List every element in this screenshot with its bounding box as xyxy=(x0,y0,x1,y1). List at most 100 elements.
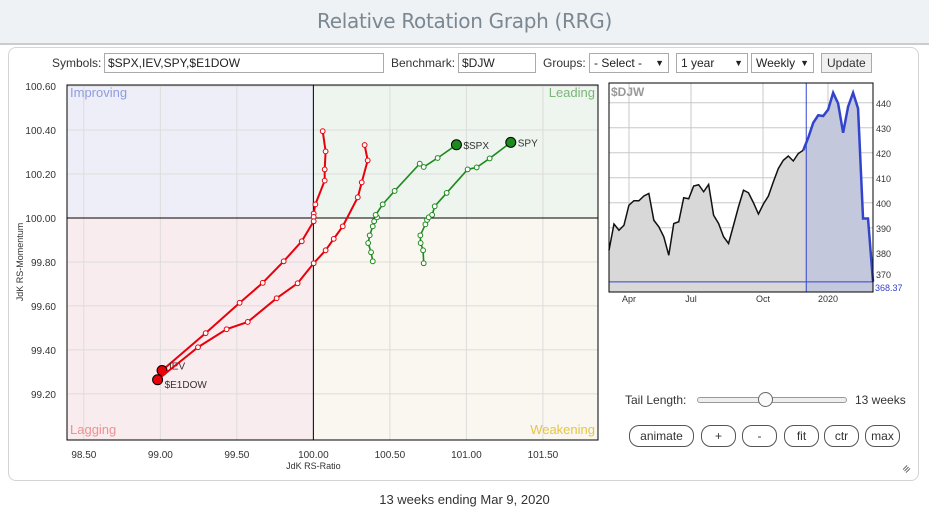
tail-point xyxy=(322,148,329,155)
tail-point xyxy=(372,212,379,218)
series-label: $E1DOW xyxy=(165,380,208,391)
tail-point xyxy=(417,232,424,239)
x-tick-label: 101.50 xyxy=(528,450,559,461)
series-e1dow: $E1DOW xyxy=(152,142,371,391)
frequency-select[interactable]: Weekly ▼ xyxy=(751,53,814,73)
benchmark-title: $DJW xyxy=(611,85,645,99)
tail-point xyxy=(420,260,427,267)
tail-point xyxy=(244,319,251,325)
title-bar: Relative Rotation Graph (RRG) xyxy=(0,0,929,45)
benchmark-x-tick: Oct xyxy=(756,294,771,304)
x-tick-label: 98.50 xyxy=(71,450,96,461)
tail-point xyxy=(420,164,427,170)
center-button[interactable]: ctr xyxy=(824,425,859,447)
tail-point xyxy=(473,164,480,171)
y-tick-label: 99.60 xyxy=(31,302,56,313)
head-point xyxy=(450,139,462,151)
animate-button[interactable]: animate xyxy=(629,425,694,447)
tail-point xyxy=(236,299,243,306)
plot-border xyxy=(66,84,599,441)
benchmark-y-tick: 410 xyxy=(876,174,891,184)
y-tick-label: 99.20 xyxy=(31,390,56,401)
x-tick-label: 101.00 xyxy=(451,450,482,461)
benchmark-plot-border xyxy=(608,82,874,293)
quadrant-lagging xyxy=(67,217,314,440)
tail-point xyxy=(365,240,372,246)
groups-value: - Select - xyxy=(594,56,643,70)
tail-point xyxy=(298,238,305,245)
frequency-value: Weekly xyxy=(756,56,796,70)
period-select[interactable]: 1 year ▼ xyxy=(676,53,748,73)
quadrant-label-weakening: Weakening xyxy=(530,422,595,437)
zoom-in-button[interactable]: + xyxy=(701,425,736,447)
zoom-out-button[interactable]: - xyxy=(742,425,777,447)
tail-point xyxy=(361,142,368,148)
max-button[interactable]: max xyxy=(865,425,900,447)
benchmark-x-tick: Apr xyxy=(622,294,636,304)
tail-point xyxy=(366,232,373,239)
series-label: $SPX xyxy=(463,141,489,152)
tail-point xyxy=(368,249,374,256)
benchmark-price-line xyxy=(608,149,804,256)
benchmark-price-line-highlight xyxy=(802,88,875,282)
y-tick-label: 100.20 xyxy=(25,170,56,181)
tail-point xyxy=(391,188,398,194)
update-button[interactable]: Update xyxy=(821,53,872,73)
tail-point xyxy=(416,160,423,167)
x-tick-label: 100.00 xyxy=(298,450,329,461)
y-tick-label: 100.00 xyxy=(25,214,56,225)
tail-point xyxy=(195,344,201,351)
tail-point xyxy=(371,218,378,225)
benchmark-highlight-area xyxy=(803,92,873,292)
tail-point xyxy=(321,177,328,184)
tail-point xyxy=(259,279,266,286)
y-tick-label: 100.60 xyxy=(25,82,56,93)
tail-point xyxy=(202,330,209,337)
tail-point xyxy=(369,258,376,265)
head-point xyxy=(152,374,164,386)
benchmark-label: Benchmark: xyxy=(391,56,456,70)
x-tick-label: 99.50 xyxy=(224,450,249,461)
tail-length-slider-thumb[interactable] xyxy=(757,392,773,407)
page-title: Relative Rotation Graph (RRG) xyxy=(317,9,612,33)
tail-point xyxy=(434,155,441,161)
tail-point xyxy=(486,155,493,162)
symbols-input[interactable]: $SPX,IEV,SPY,$E1DOW xyxy=(104,53,384,73)
chevron-down-icon: ▼ xyxy=(800,58,809,68)
y-tick-label: 100.40 xyxy=(25,126,56,137)
footer-caption: 13 weeks ending Mar 9, 2020 xyxy=(379,492,550,507)
tail-point xyxy=(319,128,326,135)
groups-select[interactable]: - Select - ▼ xyxy=(589,53,669,73)
benchmark-y-tick: 430 xyxy=(876,124,891,134)
chevron-down-icon: ▼ xyxy=(734,58,743,68)
quadrant-weakening xyxy=(313,217,598,440)
benchmark-y-tick: 380 xyxy=(876,249,891,259)
benchmark-y-tick: 440 xyxy=(876,99,891,109)
tail-point xyxy=(420,247,426,254)
tail-point xyxy=(379,201,386,208)
groups-label: Groups: xyxy=(543,56,586,70)
series-iev: IEV xyxy=(156,128,329,377)
quadrant-improving xyxy=(67,85,314,218)
y-tick-label: 99.40 xyxy=(31,346,56,357)
tail-point xyxy=(273,295,280,302)
tail-point xyxy=(339,223,346,230)
x-tick-label: 100.50 xyxy=(375,450,406,461)
quadrant-label-improving: Improving xyxy=(70,85,127,100)
benchmark-y-tick: 390 xyxy=(876,224,891,234)
series-spy: SPY xyxy=(417,136,538,267)
tail-point xyxy=(310,218,317,225)
tail-point xyxy=(354,194,361,201)
benchmark-y-tick: 370 xyxy=(876,270,891,280)
tail-point xyxy=(443,190,450,196)
tail-length-label: Tail Length: xyxy=(625,393,687,407)
series-label: SPY xyxy=(518,138,538,149)
y-axis-title: JdK RS-Momentum xyxy=(15,223,25,302)
x-tick-label: 99.00 xyxy=(148,450,173,461)
quadrant-leading xyxy=(313,85,598,218)
tail-point xyxy=(464,166,471,173)
benchmark-input[interactable]: $DJW xyxy=(458,53,536,73)
series-spx: $SPX xyxy=(365,139,489,265)
fit-button[interactable]: fit xyxy=(784,425,819,447)
